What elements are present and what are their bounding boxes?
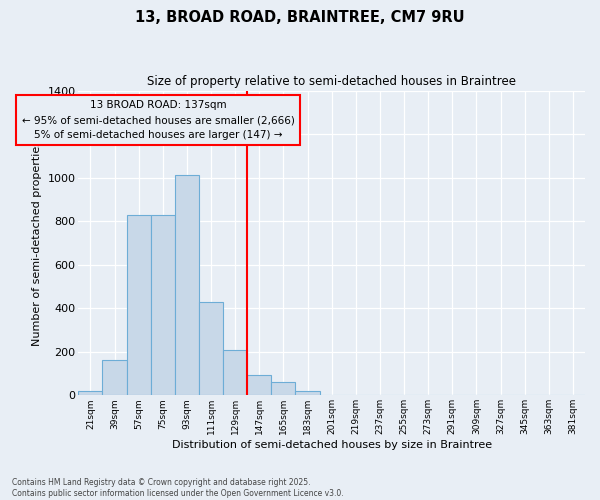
X-axis label: Distribution of semi-detached houses by size in Braintree: Distribution of semi-detached houses by … [172, 440, 492, 450]
Bar [175, 176, 199, 396]
Y-axis label: Number of semi-detached properties: Number of semi-detached properties [32, 140, 42, 346]
Bar [247, 374, 271, 396]
Title: Size of property relative to semi-detached houses in Braintree: Size of property relative to semi-detach… [147, 75, 516, 88]
Bar [151, 214, 175, 396]
Bar [79, 391, 103, 396]
Bar [223, 350, 247, 396]
Bar [103, 360, 127, 396]
Text: Contains HM Land Registry data © Crown copyright and database right 2025.
Contai: Contains HM Land Registry data © Crown c… [12, 478, 344, 498]
Bar [295, 391, 320, 396]
Bar [127, 214, 151, 396]
Text: 13 BROAD ROAD: 137sqm
← 95% of semi-detached houses are smaller (2,666)
5% of se: 13 BROAD ROAD: 137sqm ← 95% of semi-deta… [22, 100, 295, 140]
Bar [199, 302, 223, 396]
Bar [271, 382, 295, 396]
Text: 13, BROAD ROAD, BRAINTREE, CM7 9RU: 13, BROAD ROAD, BRAINTREE, CM7 9RU [135, 10, 465, 25]
